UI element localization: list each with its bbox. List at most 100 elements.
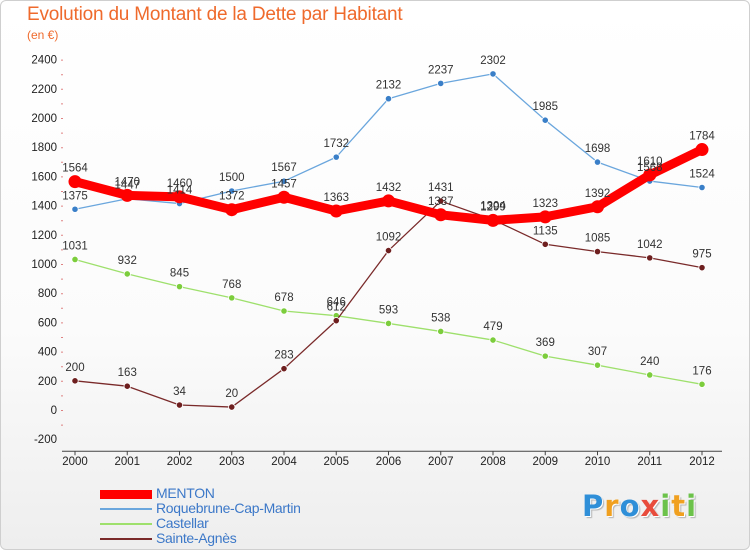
data-point [698, 183, 706, 192]
data-point [593, 158, 602, 166]
legend-label: Sainte-Agnès [156, 530, 237, 546]
data-point [384, 246, 393, 255]
data-label: 768 [222, 279, 241, 291]
data-point [329, 204, 343, 218]
legend-label: Castellar [156, 515, 209, 531]
data-point [120, 188, 134, 202]
logo-letter: x [640, 489, 661, 523]
data-label: 1610 [637, 156, 663, 168]
y-tick-label: 2400 [31, 55, 57, 67]
data-label: 612 [327, 302, 346, 314]
x-tick-label: 2001 [114, 456, 140, 468]
data-label: 593 [379, 304, 398, 316]
data-label: 1985 [532, 101, 558, 113]
y-tick-label: 2200 [31, 84, 57, 96]
data-point [437, 197, 445, 205]
data-point [175, 401, 184, 409]
data-point [280, 177, 288, 185]
data-label: 975 [692, 249, 711, 261]
data-point [434, 208, 448, 222]
x-tick-label: 2005 [323, 456, 349, 468]
data-point [437, 327, 445, 336]
data-label: 34 [173, 386, 186, 398]
data-label: 1500 [219, 172, 245, 184]
x-tick-label: 2009 [532, 456, 558, 468]
data-label: 1414 [167, 185, 193, 197]
y-tick-label: 1200 [31, 230, 57, 242]
x-tick-label: 2010 [585, 456, 611, 468]
data-point [698, 264, 706, 272]
data-label: 1372 [219, 191, 245, 203]
data-label: 1375 [62, 190, 88, 202]
data-point [68, 175, 82, 189]
data-point [646, 254, 654, 262]
x-tick-label: 2004 [271, 456, 297, 468]
x-tick-label: 2007 [428, 456, 454, 468]
data-label: 1363 [323, 192, 349, 204]
y-tick-label: 800 [38, 288, 57, 300]
data-point [695, 143, 709, 157]
data-point [382, 194, 395, 208]
data-label: 479 [483, 321, 502, 333]
data-label: 538 [431, 312, 450, 324]
data-label: 1447 [114, 180, 140, 192]
data-point [541, 240, 549, 248]
data-label: 20 [225, 388, 238, 400]
data-label: 1431 [428, 182, 454, 194]
data-label: 1085 [585, 233, 611, 245]
data-label: 1323 [532, 198, 558, 210]
data-point [541, 352, 549, 360]
data-label: 2132 [376, 80, 402, 92]
data-label: 845 [170, 268, 189, 280]
data-point [332, 153, 340, 161]
data-label: 1304 [480, 201, 506, 213]
data-point [593, 361, 602, 369]
data-point [228, 294, 236, 302]
data-point [228, 403, 236, 411]
data-point [489, 336, 497, 344]
data-point [71, 255, 79, 264]
x-tick-label: 2000 [62, 456, 88, 468]
data-label: 678 [274, 292, 293, 304]
data-label: 163 [118, 367, 137, 379]
data-label: 1732 [323, 138, 349, 150]
data-label: 2302 [480, 55, 506, 67]
y-tick-label: 2000 [31, 113, 57, 125]
y-tick-label: 0 [51, 405, 57, 417]
data-label: 1031 [62, 240, 88, 252]
legend-swatch [100, 489, 152, 499]
data-label: 1092 [376, 232, 402, 244]
data-point [123, 382, 131, 390]
data-label: 1568 [637, 162, 663, 174]
x-tick-label: 2012 [689, 456, 715, 468]
data-point [486, 213, 500, 227]
data-point [225, 203, 239, 217]
data-label: 2237 [428, 64, 454, 76]
x-tick-label: 2006 [376, 456, 402, 468]
data-point [71, 377, 79, 385]
data-point [541, 116, 549, 124]
data-point [123, 270, 131, 278]
data-point [71, 205, 79, 213]
y-tick-label: 1600 [31, 171, 57, 183]
data-point [437, 79, 445, 87]
data-label: 1524 [689, 168, 715, 180]
data-point [332, 317, 340, 325]
data-label: 1567 [271, 162, 297, 174]
data-point [698, 380, 706, 388]
data-label: 1460 [167, 178, 193, 190]
y-tick-label: 200 [38, 376, 57, 388]
y-tick-label: 1800 [31, 142, 57, 154]
data-point [384, 319, 393, 328]
data-point [591, 200, 604, 214]
x-tick-label: 2002 [167, 456, 193, 468]
data-point [384, 95, 393, 103]
data-point [175, 283, 184, 291]
data-point [489, 70, 497, 78]
data-point [646, 371, 654, 379]
data-label: 1784 [689, 131, 715, 143]
data-label: 932 [118, 255, 137, 267]
data-label: 1470 [114, 176, 140, 188]
data-point [280, 365, 288, 373]
legend-swatch [100, 538, 152, 540]
